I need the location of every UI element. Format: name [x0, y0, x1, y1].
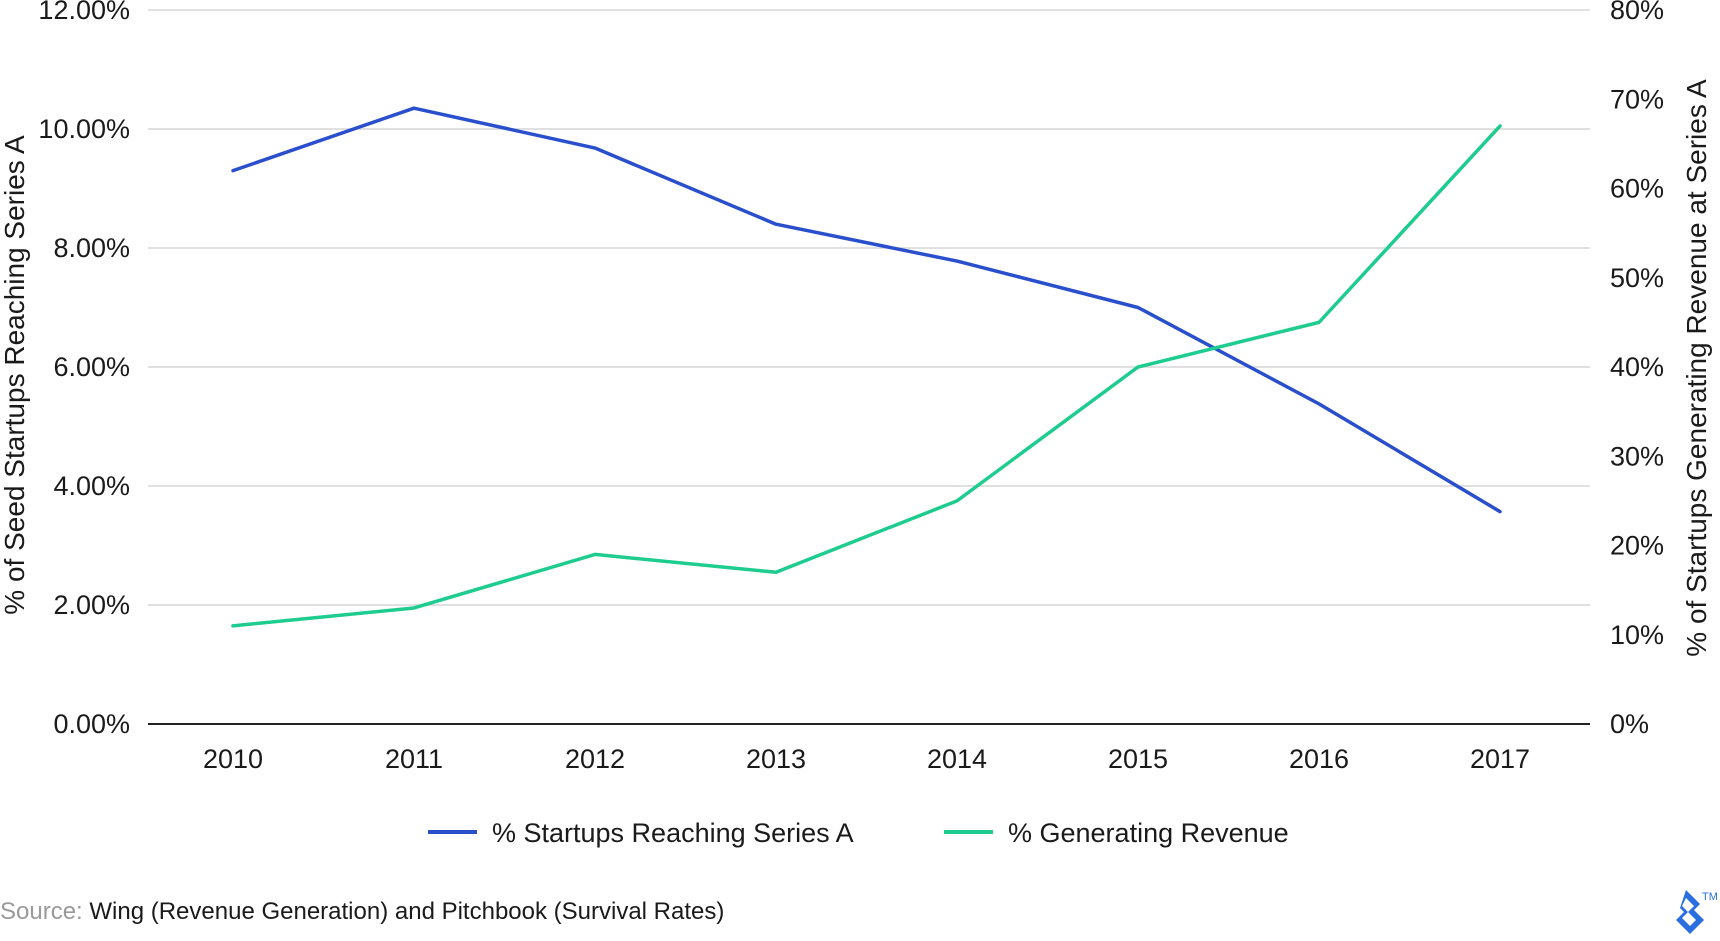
- x-tick-label: 2012: [565, 744, 625, 774]
- y2-tick-label: 60%: [1610, 174, 1664, 204]
- data-point: [1136, 306, 1140, 309]
- data-point: [1136, 365, 1140, 369]
- legend: % Startups Reaching Series A % Generating…: [428, 818, 1289, 848]
- data-point: [1317, 402, 1321, 406]
- y-tick-label: 12.00%: [38, 0, 130, 25]
- data-point: [231, 169, 235, 173]
- x-tick-label: 2016: [1289, 744, 1349, 774]
- y2-tick-label: 50%: [1610, 263, 1664, 293]
- y2-tick-label: 40%: [1610, 352, 1664, 382]
- series-lines: [231, 106, 1502, 628]
- series-line-1: [231, 106, 1502, 514]
- y2-tick-label: 20%: [1610, 531, 1664, 561]
- x-tick-label: 2014: [927, 744, 987, 774]
- trademark-label: TM: [1702, 891, 1718, 903]
- legend-label: % Generating Revenue: [1008, 818, 1289, 848]
- y-tick-label: 4.00%: [53, 471, 130, 501]
- legend-label: % Startups Reaching Series A: [492, 818, 854, 848]
- data-point: [774, 570, 778, 574]
- y2-tick-label: 30%: [1610, 441, 1664, 471]
- x-tick-label: 2015: [1108, 744, 1168, 774]
- y-tick-label: 8.00%: [53, 233, 130, 263]
- y-tick-label: 10.00%: [38, 114, 130, 144]
- x-tick-label: 2010: [203, 744, 263, 774]
- y-tick-label: 2.00%: [53, 590, 130, 620]
- y2-tick-label: 70%: [1610, 84, 1664, 114]
- y2-tick-label: 80%: [1610, 0, 1664, 25]
- data-point: [593, 552, 597, 556]
- y2-tick-label: 0%: [1610, 709, 1649, 739]
- series-line-2: [231, 124, 1502, 628]
- data-point: [412, 606, 416, 610]
- source-label: Source:: [0, 898, 83, 925]
- y-tick-label: 0.00%: [53, 709, 130, 739]
- source-note: Source: Wing (Revenue Generation) and Pi…: [0, 898, 724, 926]
- brand-logo: TM: [1672, 888, 1720, 941]
- data-point: [412, 106, 416, 110]
- x-tick-label: 2013: [746, 744, 806, 774]
- y2-tick-label: 10%: [1610, 620, 1664, 650]
- y-axis-left: 0.00% 2.00% 4.00% 6.00% 8.00% 10.00% 12.00%: [38, 0, 130, 739]
- data-point: [231, 624, 235, 628]
- y-axis-right: 0% 10% 20% 30% 40% 50% 60% 70% 80%: [1610, 0, 1664, 739]
- y-axis-title: % of Seed Startups Reaching Series A: [0, 135, 30, 615]
- x-tick-label: 2011: [385, 744, 443, 774]
- data-point: [1317, 320, 1321, 324]
- data-point: [593, 146, 597, 150]
- y-tick-label: 6.00%: [53, 352, 130, 382]
- x-axis: 2010 2011 2012 2013 2014 2015 2016 2017: [203, 744, 1530, 774]
- data-point: [774, 222, 778, 226]
- data-point: [955, 259, 959, 263]
- gridlines: [148, 9, 1590, 725]
- data-point: [1498, 124, 1502, 128]
- brand-logo-icon: [1676, 890, 1704, 934]
- data-point: [1498, 510, 1502, 514]
- x-tick-label: 2017: [1470, 744, 1530, 774]
- source-text: Wing (Revenue Generation) and Pitchbook …: [82, 898, 725, 925]
- y2-axis-title: % of Startups Generating Revenue at Seri…: [1681, 79, 1712, 657]
- data-point: [955, 499, 959, 503]
